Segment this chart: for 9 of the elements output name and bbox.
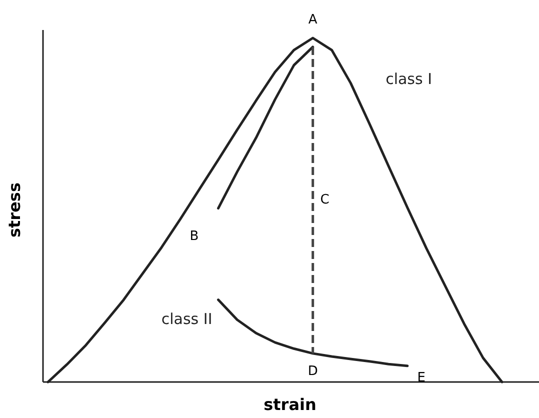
annotation: D	[308, 364, 318, 380]
text: A	[308, 12, 318, 28]
annotation: B	[190, 228, 199, 244]
series-label: class II	[161, 310, 212, 328]
series-label: class I	[386, 70, 432, 88]
x-axis-title: strain	[264, 395, 316, 414]
y-axis-title: stress	[5, 182, 24, 238]
annotation: C	[320, 192, 330, 208]
annotation: E	[417, 370, 426, 386]
